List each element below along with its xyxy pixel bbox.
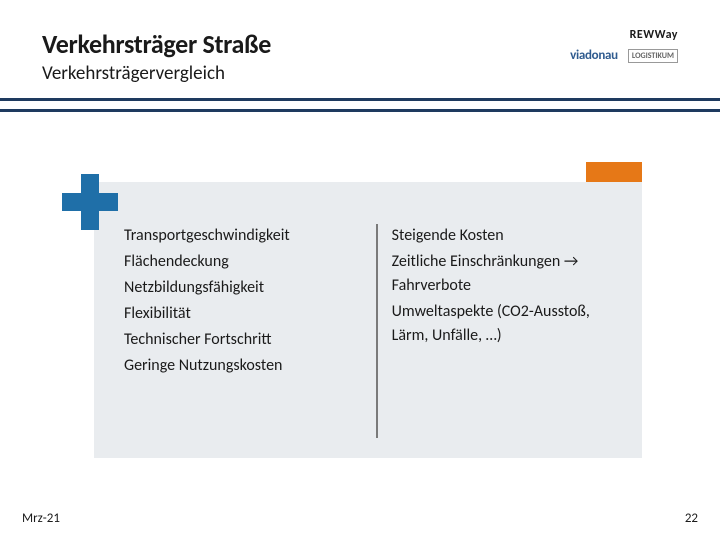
logo-row-bottom: viadonau LOGISTIKUM [570,48,678,63]
list-item: Geringe Nutzungskosten [124,354,362,378]
list-item: Netzbildungsfähigkeit [124,276,362,300]
list-item: Flächendeckung [124,250,362,274]
logo-row-top: REWWay [630,28,678,42]
list-item: Steigende Kosten [392,224,618,248]
logo-area: REWWay viadonau LOGISTIKUM [570,28,678,63]
viadonau-logo: viadonau [570,48,618,63]
advantages-column: Transportgeschwindigkeit Flächendeckung … [124,224,376,438]
list-item: Transportgeschwindigkeit [124,224,362,248]
accent-tab [586,162,642,182]
columns: Transportgeschwindigkeit Flächendeckung … [124,224,622,438]
footer-date: Mrz-21 [22,511,60,526]
slide-subtitle: Verkehrsträgervergleich [42,62,678,85]
list-item: Flexibilität [124,302,362,326]
content-box: Transportgeschwindigkeit Flächendeckung … [94,182,642,458]
logistikum-logo: LOGISTIKUM [628,49,678,63]
plus-horizontal [62,193,118,211]
disadvantages-column: Steigende Kosten Zeitliche Einschränkung… [376,224,622,438]
divider-band [0,98,720,112]
list-item: Umweltaspekte (CO2-Ausstoß, Lärm, Unfäll… [392,300,618,348]
slide: Verkehrsträger Straße Verkehrsträgerverg… [0,0,720,540]
footer-page: 22 [685,511,698,526]
list-item: Zeitliche Einschränkungen → Fahrverbote [392,250,618,298]
plus-icon [62,174,118,230]
rewway-logo: REWWay [630,28,678,42]
list-item: Technischer Fortschritt [124,328,362,352]
divider-band-inner [0,101,720,109]
footer: Mrz-21 22 [22,511,698,526]
